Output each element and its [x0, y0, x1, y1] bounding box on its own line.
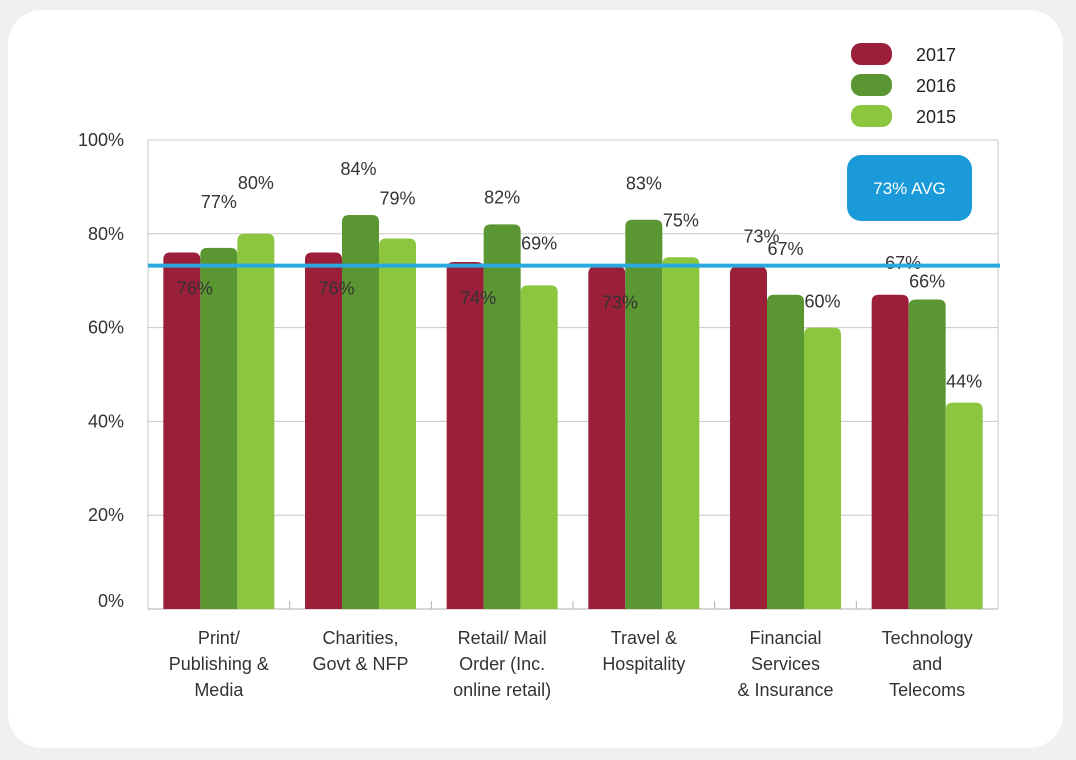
bar-2016	[767, 294, 804, 609]
average-line-group: 73% AVG	[148, 155, 1000, 268]
category-label: Technology	[882, 628, 973, 648]
category-label: Services	[751, 654, 820, 674]
data-label: 74%	[460, 288, 496, 308]
data-label: 67%	[885, 253, 921, 273]
category-label: Retail/ Mail	[458, 628, 547, 648]
bar-2015	[662, 257, 700, 609]
data-label: 83%	[626, 174, 662, 194]
gridlines	[147, 139, 999, 610]
data-label: 82%	[484, 187, 520, 207]
category-label: & Insurance	[737, 680, 833, 700]
data-label: 76%	[318, 279, 354, 299]
y-tick-label: 0%	[98, 591, 124, 611]
data-label: 75%	[663, 210, 699, 230]
bar-2016	[908, 299, 946, 609]
category-label: Charities,	[322, 628, 398, 648]
category-label: Publishing &	[169, 654, 269, 674]
y-tick-label: 100%	[78, 130, 124, 150]
legend-label-2016: 2016	[916, 76, 956, 96]
bar-2017	[871, 294, 909, 609]
bar-2015	[379, 238, 416, 610]
category-label: and	[912, 654, 942, 674]
data-labels: 76% 76% 74% 73%73%67%77%84%82%83%67%66%80%7…	[177, 159, 982, 392]
data-label: 67%	[767, 239, 803, 259]
bar-2016	[200, 247, 238, 609]
legend-label-2017: 2017	[916, 45, 956, 65]
data-label: 60%	[804, 292, 840, 312]
bar-2015	[520, 285, 558, 609]
legend-swatch-2017	[851, 43, 892, 65]
bar-2015	[945, 402, 983, 609]
y-tick-label: 40%	[88, 411, 124, 431]
bar-2015	[237, 233, 275, 610]
bar-2017	[446, 261, 484, 609]
bars	[163, 215, 983, 610]
bar-2016	[342, 215, 379, 610]
legend-swatch-2016	[851, 74, 892, 96]
data-label: 77%	[201, 192, 237, 212]
y-tick-label: 20%	[88, 505, 124, 525]
category-label: Govt & NFP	[312, 654, 408, 674]
bar-2017	[588, 266, 626, 609]
data-label: 44%	[946, 372, 982, 392]
category-label: Print/	[198, 628, 240, 648]
data-label: 69%	[521, 233, 557, 253]
bar-2017	[305, 252, 342, 609]
bar-2016	[483, 224, 521, 610]
data-label: 73%	[602, 293, 638, 313]
data-label: 76%	[177, 279, 213, 299]
legend-swatch-2015	[851, 105, 892, 127]
category-label: Order (Inc.	[459, 654, 545, 674]
category-label: Telecoms	[889, 680, 965, 700]
category-label: Financial	[749, 628, 821, 648]
data-label: 80%	[238, 173, 274, 193]
data-label: 66%	[909, 271, 945, 291]
bar-2017	[730, 266, 767, 609]
y-axis-ticks: 0% 20% 40% 60% 80% 100%	[78, 130, 124, 611]
bar-2015	[804, 327, 841, 609]
y-tick-label: 80%	[88, 224, 124, 244]
y-tick-label: 60%	[88, 318, 124, 338]
average-badge	[847, 155, 972, 221]
category-label: Media	[194, 680, 244, 700]
bar-2017	[163, 252, 201, 609]
x-axis-categories: Print/Publishing & Media Charities, Govt & …	[169, 628, 973, 700]
legend-label-2015: 2015	[916, 107, 956, 127]
bar-2016	[625, 219, 663, 610]
legend: 2017 2016 2015	[851, 43, 956, 127]
category-label: Hospitality	[602, 654, 685, 674]
data-label: 84%	[340, 159, 376, 179]
data-label: 73%	[743, 227, 779, 247]
category-label: online retail)	[453, 680, 551, 700]
category-label: Travel &	[611, 628, 677, 648]
data-label: 79%	[379, 188, 415, 208]
average-label: 73% AVG	[873, 179, 945, 198]
